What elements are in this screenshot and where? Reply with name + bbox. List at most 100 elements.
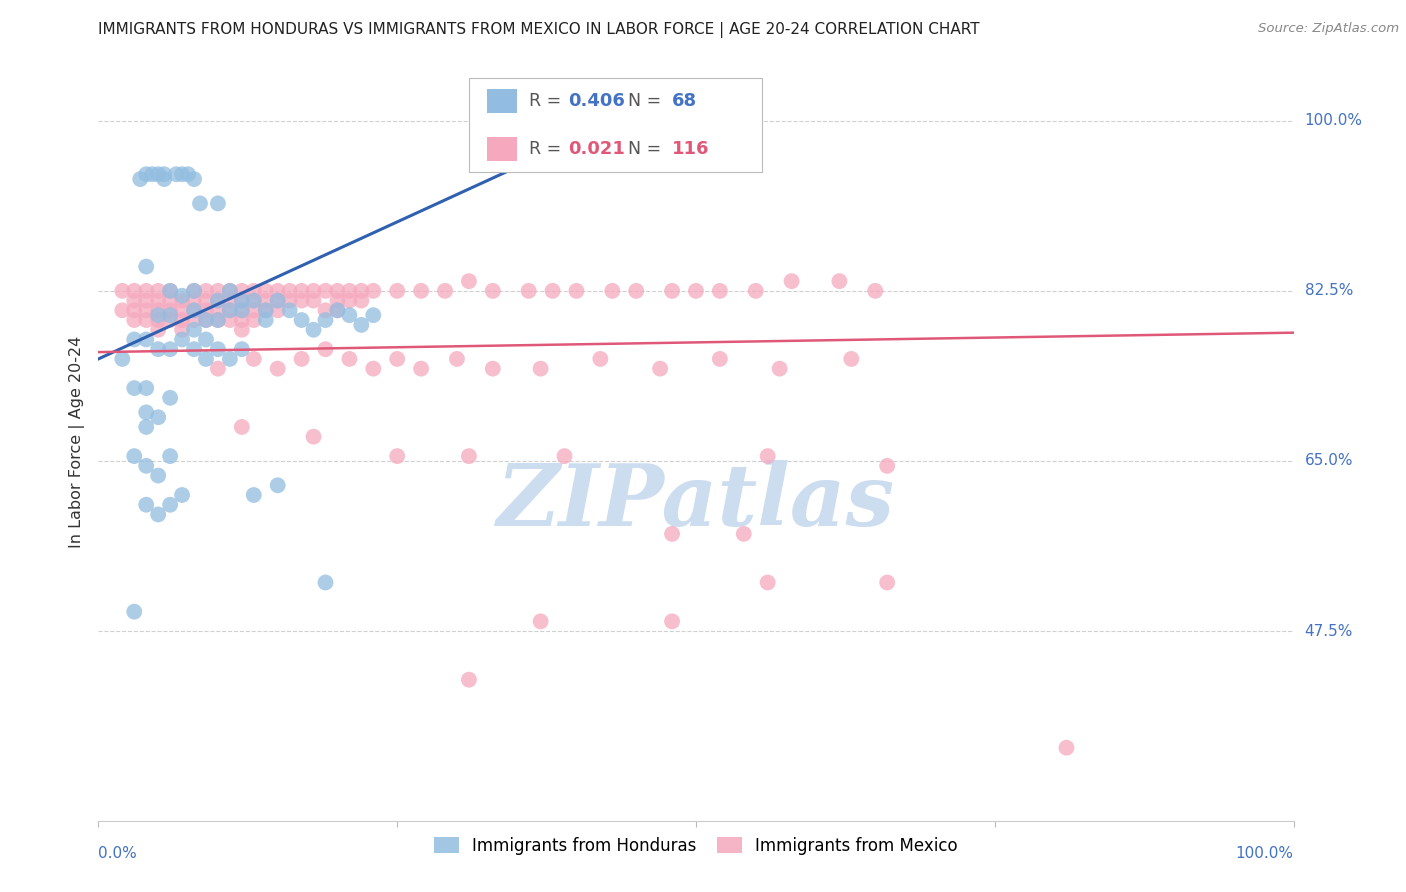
Point — [231, 293, 253, 308]
Point — [135, 420, 157, 434]
Point — [135, 498, 157, 512]
Point — [219, 293, 242, 308]
Point — [243, 313, 266, 327]
Point — [278, 284, 301, 298]
Point — [363, 284, 385, 298]
Point — [828, 274, 851, 288]
Point — [141, 167, 163, 181]
Point — [302, 430, 325, 444]
Point — [172, 313, 194, 327]
Point — [602, 284, 624, 298]
Point — [148, 313, 170, 327]
Point — [219, 284, 242, 298]
Point — [177, 167, 200, 181]
Point — [159, 342, 181, 356]
Point — [363, 308, 385, 322]
Point — [589, 351, 612, 366]
Point — [135, 260, 157, 274]
Point — [207, 342, 229, 356]
Point — [661, 527, 683, 541]
Point — [626, 284, 648, 298]
Point — [302, 293, 325, 308]
Point — [267, 361, 290, 376]
Point — [267, 478, 290, 492]
Point — [111, 303, 134, 318]
Point — [219, 313, 242, 327]
Point — [231, 323, 253, 337]
Text: 0.0%: 0.0% — [98, 846, 138, 861]
Point — [291, 351, 314, 366]
Point — [172, 289, 194, 303]
Point — [326, 284, 349, 298]
Point — [207, 293, 229, 308]
Point — [481, 284, 505, 298]
Text: 0.021: 0.021 — [568, 140, 626, 158]
Point — [231, 303, 253, 318]
Point — [159, 308, 181, 322]
Point — [135, 381, 157, 395]
Point — [183, 172, 205, 186]
Point — [195, 313, 218, 327]
Point — [135, 167, 157, 181]
Point — [219, 351, 242, 366]
Point — [315, 284, 337, 298]
Point — [446, 351, 468, 366]
Point — [565, 284, 588, 298]
Point — [183, 284, 205, 298]
Point — [135, 405, 157, 419]
Point — [733, 527, 755, 541]
Point — [165, 167, 187, 181]
Point — [148, 468, 170, 483]
Point — [254, 313, 277, 327]
Point — [554, 449, 576, 463]
Point — [339, 308, 361, 322]
Point — [661, 284, 683, 298]
Point — [183, 293, 205, 308]
Point — [159, 284, 181, 298]
Point — [124, 303, 146, 318]
Point — [231, 284, 253, 298]
Point — [350, 293, 373, 308]
Text: 68: 68 — [672, 92, 697, 110]
Point — [385, 449, 409, 463]
Point — [153, 167, 176, 181]
Point — [458, 449, 481, 463]
Point — [243, 303, 266, 318]
Point — [756, 449, 779, 463]
FancyBboxPatch shape — [486, 89, 517, 113]
Legend: Immigrants from Honduras, Immigrants from Mexico: Immigrants from Honduras, Immigrants fro… — [427, 830, 965, 862]
Point — [756, 575, 779, 590]
Point — [434, 284, 457, 298]
Point — [541, 284, 564, 298]
Point — [315, 575, 337, 590]
Point — [278, 303, 301, 318]
Point — [326, 303, 349, 318]
Point — [207, 313, 229, 327]
Text: N =: N = — [628, 92, 666, 110]
Point — [267, 293, 290, 308]
Point — [302, 323, 325, 337]
Point — [745, 284, 768, 298]
Text: 100.0%: 100.0% — [1236, 846, 1294, 861]
Point — [172, 333, 194, 347]
Point — [148, 323, 170, 337]
Point — [159, 303, 181, 318]
Point — [302, 284, 325, 298]
Point — [315, 342, 337, 356]
Point — [278, 293, 301, 308]
Point — [231, 342, 253, 356]
Text: Source: ZipAtlas.com: Source: ZipAtlas.com — [1258, 22, 1399, 36]
Point — [530, 615, 553, 629]
Point — [291, 313, 314, 327]
Point — [148, 303, 170, 318]
Point — [841, 351, 863, 366]
Point — [124, 605, 146, 619]
Point — [243, 284, 266, 298]
Point — [385, 284, 409, 298]
Point — [231, 313, 253, 327]
Point — [267, 293, 290, 308]
Point — [124, 381, 146, 395]
Point — [231, 293, 253, 308]
Point — [267, 303, 290, 318]
Point — [183, 342, 205, 356]
